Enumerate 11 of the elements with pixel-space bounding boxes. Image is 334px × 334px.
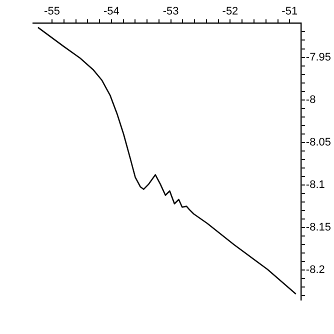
y-tick-label: -8.05 [306, 136, 332, 148]
x-tick-label: -52 [222, 6, 238, 18]
x-tick-label: -55 [44, 6, 60, 18]
x-tick-label: -51 [282, 6, 298, 18]
x-tick-label: -53 [162, 6, 179, 18]
y-tick-label: -8.2 [306, 264, 325, 276]
y-tick-label: -8.15 [306, 222, 332, 234]
x-tick-label: -54 [103, 6, 120, 18]
y-tick-label: -8.1 [306, 179, 325, 192]
y-tick-label: -8 [306, 94, 316, 106]
y-tick-label: -7.95 [306, 51, 332, 64]
